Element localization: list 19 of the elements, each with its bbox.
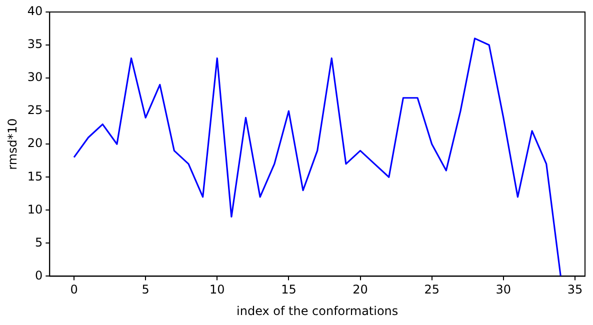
x-tick-label: 20 [352,282,368,297]
x-tick-label: 10 [210,282,225,297]
x-tick-label: 30 [496,282,512,297]
y-axis-title: rmsd*10 [5,118,20,170]
y-tick-label: 30 [27,70,43,84]
y-tick-label: 0 [35,268,43,282]
x-tick-label: 5 [142,282,150,297]
y-tick-label: 10 [27,202,43,216]
y-tick-label: 20 [27,136,43,150]
y-tick-label: 40 [27,4,43,18]
x-axis-title: index of the conformations [236,304,398,318]
y-tick-label: 35 [27,37,43,52]
x-tick-label: 0 [70,282,78,297]
y-tick-label: 5 [35,235,43,250]
y-tick-label: 25 [27,103,43,118]
x-tick-label: 15 [281,282,296,297]
x-tick-label: 35 [567,282,583,297]
y-tick-label: 15 [27,169,43,184]
x-tick-label: 25 [424,282,440,297]
